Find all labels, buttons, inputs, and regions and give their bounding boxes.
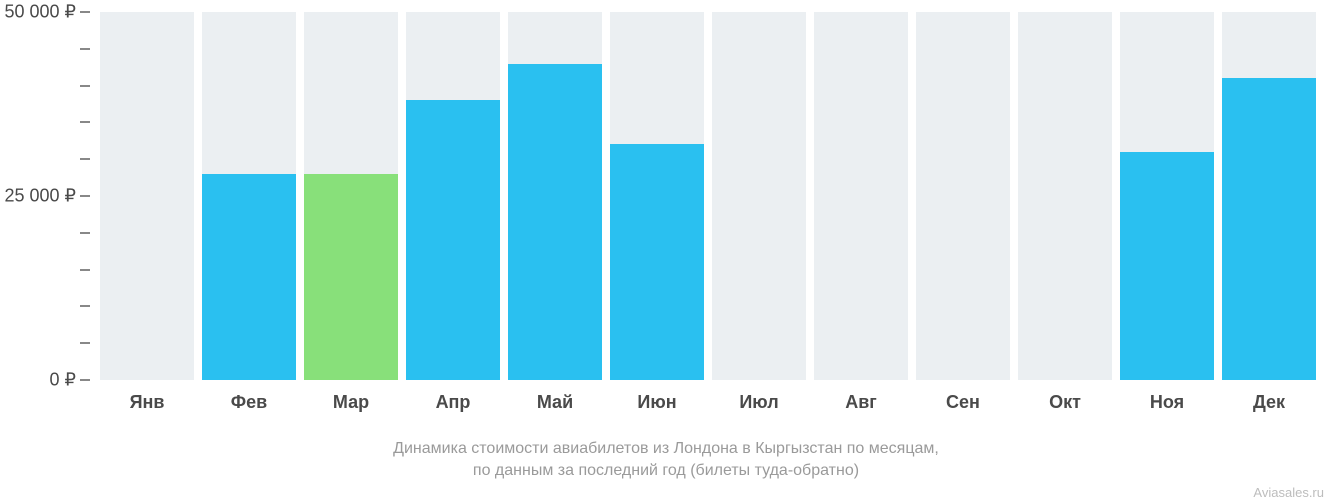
y-tick-mark xyxy=(80,195,90,197)
chart-column xyxy=(1014,12,1116,380)
chart-column xyxy=(708,12,810,380)
x-tick-label: Фев xyxy=(198,392,300,413)
x-tick-label: Окт xyxy=(1014,392,1116,413)
x-tick-label: Апр xyxy=(402,392,504,413)
y-tick-mark xyxy=(80,158,90,160)
chart-column-bg xyxy=(814,12,908,380)
x-tick-label: Ноя xyxy=(1116,392,1218,413)
chart-column xyxy=(912,12,1014,380)
x-tick-label: Мар xyxy=(300,392,402,413)
chart-column-bg xyxy=(916,12,1010,380)
chart-column xyxy=(1218,12,1320,380)
chart-column xyxy=(300,12,402,380)
x-tick-label: Янв xyxy=(96,392,198,413)
x-tick-label: Июл xyxy=(708,392,810,413)
y-tick-label: 0 ₽ xyxy=(50,370,76,391)
chart-column xyxy=(402,12,504,380)
chart-bar xyxy=(508,64,602,380)
chart-column xyxy=(1116,12,1218,380)
plot-area xyxy=(96,12,1320,380)
chart-bar xyxy=(304,174,398,380)
y-tick-mark xyxy=(80,269,90,271)
y-tick-mark xyxy=(80,85,90,87)
chart-bar xyxy=(1120,152,1214,380)
chart-caption-line2: по данным за последний год (билеты туда-… xyxy=(0,462,1332,480)
chart-column xyxy=(606,12,708,380)
chart-column-bg xyxy=(100,12,194,380)
chart-column xyxy=(810,12,912,380)
price-by-month-chart: 0 ₽ 25 000 ₽ 50 000 ₽ ЯнвФевМарАпрМайИюнИю… xyxy=(0,0,1332,502)
chart-column xyxy=(504,12,606,380)
x-tick-label: Сен xyxy=(912,392,1014,413)
y-tick-mark xyxy=(80,121,90,123)
x-tick-label: Авг xyxy=(810,392,912,413)
chart-column-bg xyxy=(1018,12,1112,380)
x-tick-label: Дек xyxy=(1218,392,1320,413)
attribution-text: Aviasales.ru xyxy=(1253,485,1324,500)
chart-bar xyxy=(610,144,704,380)
chart-column-bg xyxy=(712,12,806,380)
y-tick-label: 50 000 ₽ xyxy=(4,2,76,23)
y-tick-label: 25 000 ₽ xyxy=(4,186,76,207)
chart-bar xyxy=(1222,78,1316,380)
y-tick-mark xyxy=(80,379,90,381)
chart-bar xyxy=(202,174,296,380)
x-tick-label: Май xyxy=(504,392,606,413)
chart-bar xyxy=(406,100,500,380)
y-tick-mark xyxy=(80,11,90,13)
chart-column xyxy=(198,12,300,380)
y-tick-mark xyxy=(80,48,90,50)
y-axis: 0 ₽25 000 ₽50 000 ₽ xyxy=(0,0,90,380)
chart-column xyxy=(96,12,198,380)
chart-caption-line1: Динамика стоимости авиабилетов из Лондон… xyxy=(0,440,1332,458)
y-tick-mark xyxy=(80,342,90,344)
y-tick-mark xyxy=(80,232,90,234)
y-tick-mark xyxy=(80,305,90,307)
x-tick-label: Июн xyxy=(606,392,708,413)
